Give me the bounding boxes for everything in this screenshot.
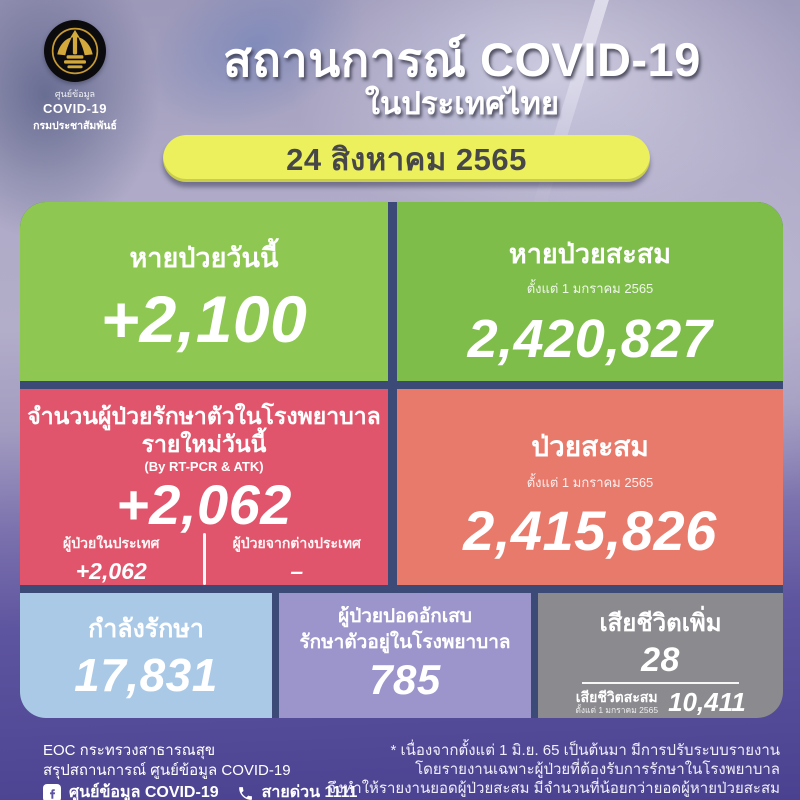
stats-row-1: หายป่วยวันนี้ +2,100 หายป่วยสะสม ตั้งแต่… xyxy=(20,202,783,381)
cumulative-deaths: เสียชีวิตสะสม ตั้งแต่ 1 มกราคม 2565 10,4… xyxy=(575,687,745,718)
phone-icon xyxy=(237,785,254,800)
domestic-cases: ผู้ป่วยในประเทศ +2,062 xyxy=(20,533,203,585)
card-value: 2,415,826 xyxy=(463,498,717,562)
cumulative-deaths-value: 10,411 xyxy=(668,687,746,717)
vertical-divider xyxy=(202,532,206,585)
domestic-label: ผู้ป่วยในประเทศ xyxy=(63,534,160,551)
garuda-emblem-icon xyxy=(44,20,106,82)
facebook-label: ศูนย์ข้อมูล COVID-19 xyxy=(69,784,219,800)
cumulative-deaths-since: ตั้งแต่ 1 มกราคม 2565 xyxy=(575,704,659,715)
card-title: หายป่วยสะสม xyxy=(508,239,672,269)
logo-text-line2: COVID-19 xyxy=(43,101,107,116)
page-subtitle: ในประเทศไทย xyxy=(364,85,560,121)
abroad-cases: ผู้ป่วยจากต่างประเทศ – xyxy=(206,533,389,585)
card-deaths: เสียชีวิตเพิ่ม 28 เสียชีวิตสะสม ตั้งแต่ … xyxy=(538,592,783,718)
card-title-line1: ผู้ป่วยปอดอักเสบ xyxy=(338,605,472,627)
footer-note-line1: * เนื่องจากตั้งแต่ 1 มิ.ย. 65 เป็นต้นมา … xyxy=(390,742,780,759)
stats-row-2: จำนวนผู้ป่วยรักษาตัวในโรงพยาบาล รายใหม่ว… xyxy=(20,388,783,585)
case-origin-breakdown: ผู้ป่วยในประเทศ +2,062 ผู้ป่วยจากต่างประ… xyxy=(20,532,389,585)
card-since-label: ตั้งแต่ 1 มกราคม 2565 xyxy=(526,474,654,490)
card-title-line1: จำนวนผู้ป่วยรักษาตัวในโรงพยาบาล xyxy=(27,402,381,429)
card-title: หายป่วยวันนี้ xyxy=(129,243,279,273)
facebook-icon xyxy=(43,784,61,800)
card-recovered-total: หายป่วยสะสม ตั้งแต่ 1 มกราคม 2565 2,420,… xyxy=(397,202,783,381)
card-new-cases: จำนวนผู้ป่วยรักษาตัวในโรงพยาบาล รายใหม่ว… xyxy=(20,388,389,585)
page-title: สถานการณ์ COVID-19 xyxy=(223,33,701,86)
logo-text-line1: ศูนย์ข้อมูล xyxy=(54,89,96,99)
card-since-label: ตั้งแต่ 1 มกราคม 2565 xyxy=(526,281,654,296)
agency-logo: ศูนย์ข้อมูล COVID-19 กรมประชาสัมพันธ์ xyxy=(18,20,132,134)
footer-note-line3: จึงทำให้รายงานยอดผู้ป่วยสะสม มีจำนวนที่น… xyxy=(327,780,780,798)
header: สถานการณ์ COVID-19 ในประเทศไทย xyxy=(132,34,792,121)
abroad-value: – xyxy=(290,557,304,584)
card-title-line2: รักษาตัวอยู่ในโรงพยาบาล xyxy=(299,632,511,654)
card-title-line2: รายใหม่วันนี้ xyxy=(141,430,267,457)
stats-grid: หายป่วยวันนี้ +2,100 หายป่วยสะสม ตั้งแต่… xyxy=(20,202,783,718)
card-value: 28 xyxy=(641,640,680,679)
card-title-line3: (By RT-PCR & ATK) xyxy=(144,458,264,474)
footer-source-line2: สรุปสถานการณ์ ศูนย์ข้อมูล COVID-19 xyxy=(43,761,291,779)
card-value: 785 xyxy=(369,655,441,703)
footer-note-line2: โดยรายงานเฉพาะผู้ป่วยที่ต้องรับการรักษาใ… xyxy=(415,761,780,779)
card-value: 2,420,827 xyxy=(467,309,713,369)
card-value: 17,831 xyxy=(74,648,218,701)
footer-note: * เนื่องจากตั้งแต่ 1 มิ.ย. 65 เป็นต้นมา … xyxy=(327,741,780,798)
card-value: +2,062 xyxy=(116,472,292,536)
card-title: เสียชีวิตเพิ่ม xyxy=(599,609,722,637)
footer-contacts: ศูนย์ข้อมูล COVID-19 สายด่วน 1111 xyxy=(43,783,357,800)
horizontal-divider xyxy=(582,682,739,684)
card-title: กำลังรักษา xyxy=(88,614,204,643)
domestic-value: +2,062 xyxy=(75,557,147,584)
card-pneumonia: ผู้ป่วยปอดอักเสบ รักษาตัวอยู่ในโรงพยาบาล… xyxy=(279,592,531,718)
date-banner: 24 สิงหาคม 2565 xyxy=(163,135,650,182)
card-active-cases: กำลังรักษา 17,831 xyxy=(20,592,272,718)
cumulative-deaths-labels: เสียชีวิตสะสม ตั้งแต่ 1 มกราคม 2565 xyxy=(575,689,659,715)
footer-source: EOC กระทรวงสาธารณสุข สรุปสถานการณ์ ศูนย์… xyxy=(43,741,357,800)
card-value: +2,100 xyxy=(100,282,308,356)
card-cases-total: ป่วยสะสม ตั้งแต่ 1 มกราคม 2565 2,415,826 xyxy=(397,388,783,585)
hotline-label: สายด่วน 1111 xyxy=(261,784,358,800)
footer-source-line1: EOC กระทรวงสาธารณสุข xyxy=(43,742,216,759)
logo-text-line3: กรมประชาสัมพันธ์ xyxy=(33,120,117,132)
card-recovered-today: หายป่วยวันนี้ +2,100 xyxy=(20,202,388,381)
abroad-label: ผู้ป่วยจากต่างประเทศ xyxy=(232,534,361,551)
cumulative-deaths-label: เสียชีวิตสะสม xyxy=(575,689,658,706)
card-title: ป่วยสะสม xyxy=(531,430,649,462)
stats-row-3: กำลังรักษา 17,831 ผู้ป่วยปอดอักเสบ รักษา… xyxy=(20,592,783,718)
